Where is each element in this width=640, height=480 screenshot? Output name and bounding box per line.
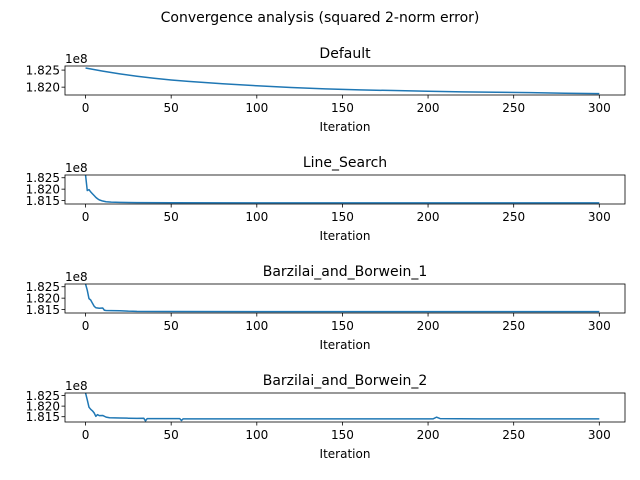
x-axis-label: Iteration — [320, 338, 371, 352]
y-offset-label: 1e8 — [65, 161, 88, 175]
y-tick-label: 1.815 — [26, 194, 60, 208]
y-offset-label: 1e8 — [65, 270, 88, 284]
x-tick-label: 50 — [164, 210, 179, 224]
x-tick-label: 100 — [245, 210, 268, 224]
axes-frame — [64, 283, 626, 314]
subplot-title: Barzilai_and_Borwein_1 — [263, 264, 428, 280]
x-tick-label: 100 — [245, 101, 268, 115]
series-line-1 — [84, 284, 600, 313]
subplot-3: Barzilai_and_Borwein_1 1e8 0 50 100 150 200 250… — [26, 264, 626, 352]
subplot-title: Default — [319, 46, 371, 62]
x-tick-label: 300 — [588, 319, 611, 333]
y-tick-label: 1.815 — [26, 410, 60, 424]
x-axis-label: Iteration — [320, 120, 371, 134]
x-axis-label: Iteration — [320, 229, 371, 243]
x-tick-label: 250 — [502, 319, 525, 333]
x-tick-label: 150 — [331, 428, 354, 442]
subplot-title: Barzilai_and_Borwein_2 — [263, 373, 428, 389]
x-tick-label: 150 — [331, 101, 354, 115]
figure-suptitle: Convergence analysis (squared 2-norm err… — [161, 10, 480, 26]
series-line-1 — [84, 393, 600, 422]
y-tick-label: 1.815 — [26, 303, 60, 317]
x-tick-label: 200 — [417, 210, 440, 224]
x-tick-label: 0 — [82, 428, 90, 442]
axes-frame — [64, 65, 626, 96]
x-tick-label: 250 — [502, 428, 525, 442]
series-line-1 — [84, 175, 600, 204]
x-tick-label: 100 — [245, 319, 268, 333]
x-tick-label: 250 — [502, 101, 525, 115]
series-line-1 — [85, 67, 600, 95]
x-tick-label: 50 — [164, 428, 179, 442]
x-tick-label: 50 — [164, 319, 179, 333]
x-tick-label: 0 — [82, 319, 90, 333]
x-tick-label: 250 — [502, 210, 525, 224]
x-tick-label: 0 — [82, 210, 90, 224]
subplot-title: Line_Search — [303, 155, 387, 171]
y-tick-label: 1.820 — [26, 182, 60, 196]
y-tick-label: 1.820 — [26, 399, 60, 413]
y-tick-label: 1.825 — [26, 280, 60, 294]
x-tick-label: 300 — [588, 210, 611, 224]
y-offset-label: 1e8 — [65, 52, 88, 66]
x-tick-label: 200 — [417, 101, 440, 115]
x-tick-label: 150 — [331, 210, 354, 224]
x-tick-label: 300 — [588, 428, 611, 442]
y-offset-label: 1e8 — [65, 379, 88, 393]
axes-frame — [64, 392, 626, 423]
y-tick-label: 1.825 — [26, 171, 60, 185]
x-tick-label: 150 — [331, 319, 354, 333]
subplot-4: Barzilai_and_Borwein_2 1e8 0 50 100 150 200 250… — [26, 373, 626, 461]
x-tick-label: 200 — [417, 319, 440, 333]
x-tick-label: 100 — [245, 428, 268, 442]
x-tick-label: 50 — [164, 101, 179, 115]
y-tick-label: 1.825 — [26, 63, 60, 77]
x-tick-label: 200 — [417, 428, 440, 442]
x-tick-label: 0 — [82, 101, 90, 115]
subplot-1: Default 1e8 0 50 100 150 200 250 300 1.820 1.825 It… — [26, 46, 626, 134]
x-tick-label: 300 — [588, 101, 611, 115]
axes-frame — [64, 174, 626, 205]
y-tick-label: 1.820 — [26, 291, 60, 305]
y-tick-label: 1.820 — [26, 80, 60, 94]
x-axis-label: Iteration — [320, 447, 371, 461]
y-tick-label: 1.825 — [26, 389, 60, 403]
